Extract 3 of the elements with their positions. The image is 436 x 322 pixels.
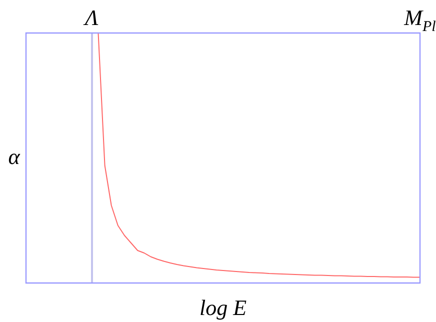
y-axis-title: α [8,144,20,169]
x-axis-title: log E [199,295,248,320]
x-tick-label: Λ [83,5,100,30]
